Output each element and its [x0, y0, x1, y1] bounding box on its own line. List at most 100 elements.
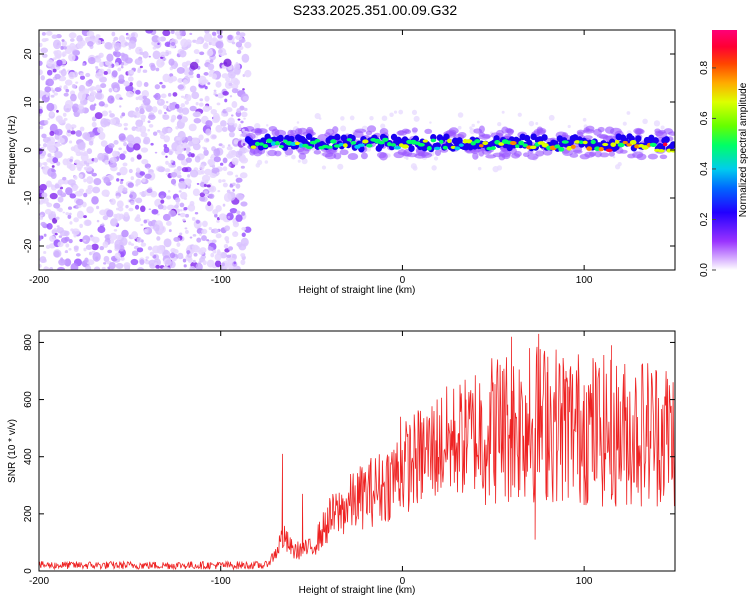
signal-blob [270, 141, 276, 146]
signal-halo [473, 128, 483, 134]
noise-speckle [191, 244, 199, 251]
noise-speckle [235, 177, 243, 183]
signal-blob [254, 141, 260, 146]
noise-speckle [125, 84, 134, 92]
noise-speckle [160, 93, 167, 99]
noise-speckle [204, 168, 212, 176]
noise-speckle [128, 168, 133, 174]
noise-speckle [207, 158, 216, 166]
noise-speckle [140, 114, 147, 120]
noise-speckle [176, 153, 186, 161]
signal-halo [249, 148, 256, 156]
noise-speckle [240, 253, 246, 258]
noise-speckle [119, 97, 123, 100]
signal-halo [411, 127, 418, 133]
noise-speckle [193, 49, 200, 55]
noise-speckle [159, 51, 167, 58]
noise-speckle [99, 61, 104, 68]
noise-speckle [100, 140, 108, 147]
noise-speckle [177, 84, 184, 90]
signal-halo [254, 129, 262, 136]
noise-speckle [238, 243, 247, 251]
signal-halo [505, 127, 512, 133]
noise-speckle [64, 230, 70, 237]
noise-speckle [227, 117, 235, 126]
noise-speckle [145, 256, 150, 259]
noise-speckle [43, 250, 47, 254]
noise-speckle [206, 49, 214, 57]
noise-speckle [660, 125, 665, 130]
noise-speckle [100, 83, 107, 89]
noise-speckle [79, 238, 84, 242]
signal-blob [442, 145, 448, 150]
noise-speckle [180, 95, 185, 99]
noise-speckle [60, 69, 67, 77]
noise-speckle [235, 214, 243, 222]
noise-speckle [145, 105, 153, 113]
noise-speckle [52, 89, 55, 93]
noise-speckle [194, 211, 199, 215]
noise-speckle [226, 254, 232, 258]
noise-speckle [213, 89, 217, 92]
noise-speckle [115, 123, 119, 127]
noise-speckle [51, 34, 58, 39]
noise-speckle [54, 151, 63, 159]
noise-speckle [176, 136, 181, 141]
noise-speckle [83, 247, 87, 252]
noise-speckle [39, 183, 47, 191]
signal-blob [574, 140, 581, 144]
noise-speckle [113, 42, 122, 51]
noise-speckle [101, 266, 106, 270]
noise-speckle [101, 189, 110, 197]
noise-speckle [85, 188, 93, 195]
noise-speckle [122, 162, 128, 167]
noise-speckle [125, 90, 134, 98]
noise-speckle [71, 83, 77, 89]
noise-speckle [129, 82, 133, 86]
noise-speckle [43, 161, 48, 167]
noise-speckle [42, 143, 48, 148]
noise-speckle [103, 262, 107, 265]
noise-speckle [179, 212, 186, 218]
noise-speckle [98, 101, 105, 107]
noise-speckle [131, 126, 137, 132]
noise-speckle [170, 248, 177, 253]
noise-speckle [165, 155, 168, 158]
signal-blob [561, 140, 569, 144]
x-tick-label: 0 [400, 576, 406, 587]
noise-speckle [93, 178, 102, 186]
noise-speckle [152, 46, 157, 50]
noise-speckle [94, 266, 101, 270]
noise-speckle [70, 130, 76, 135]
noise-speckle [227, 246, 234, 251]
noise-speckle [215, 233, 222, 239]
noise-speckle [209, 172, 217, 178]
noise-speckle [193, 118, 202, 124]
noise-speckle [149, 251, 155, 257]
noise-speckle [109, 113, 115, 118]
noise-speckle [244, 41, 252, 49]
signal-halo [478, 134, 491, 140]
signal-blob [617, 142, 625, 148]
noise-speckle [567, 124, 571, 129]
noise-speckle [136, 237, 142, 243]
noise-speckle [189, 236, 193, 239]
noise-speckle [123, 122, 129, 127]
noise-speckle [203, 190, 209, 194]
noise-speckle [73, 217, 79, 223]
noise-speckle [393, 110, 398, 114]
noise-speckle [65, 106, 68, 109]
noise-speckle [135, 126, 142, 132]
noise-speckle [69, 42, 76, 51]
noise-speckle [405, 157, 409, 160]
noise-speckle [135, 197, 143, 204]
noise-speckle [135, 96, 139, 101]
noise-speckle [123, 80, 130, 87]
noise-speckle [157, 36, 162, 42]
noise-speckle [91, 236, 100, 244]
noise-speckle [201, 79, 206, 85]
noise-speckle [224, 236, 230, 242]
noise-speckle [109, 118, 117, 125]
snr-y-ticks: 0 200 400 600 800 [23, 334, 675, 574]
noise-speckle [135, 216, 139, 219]
